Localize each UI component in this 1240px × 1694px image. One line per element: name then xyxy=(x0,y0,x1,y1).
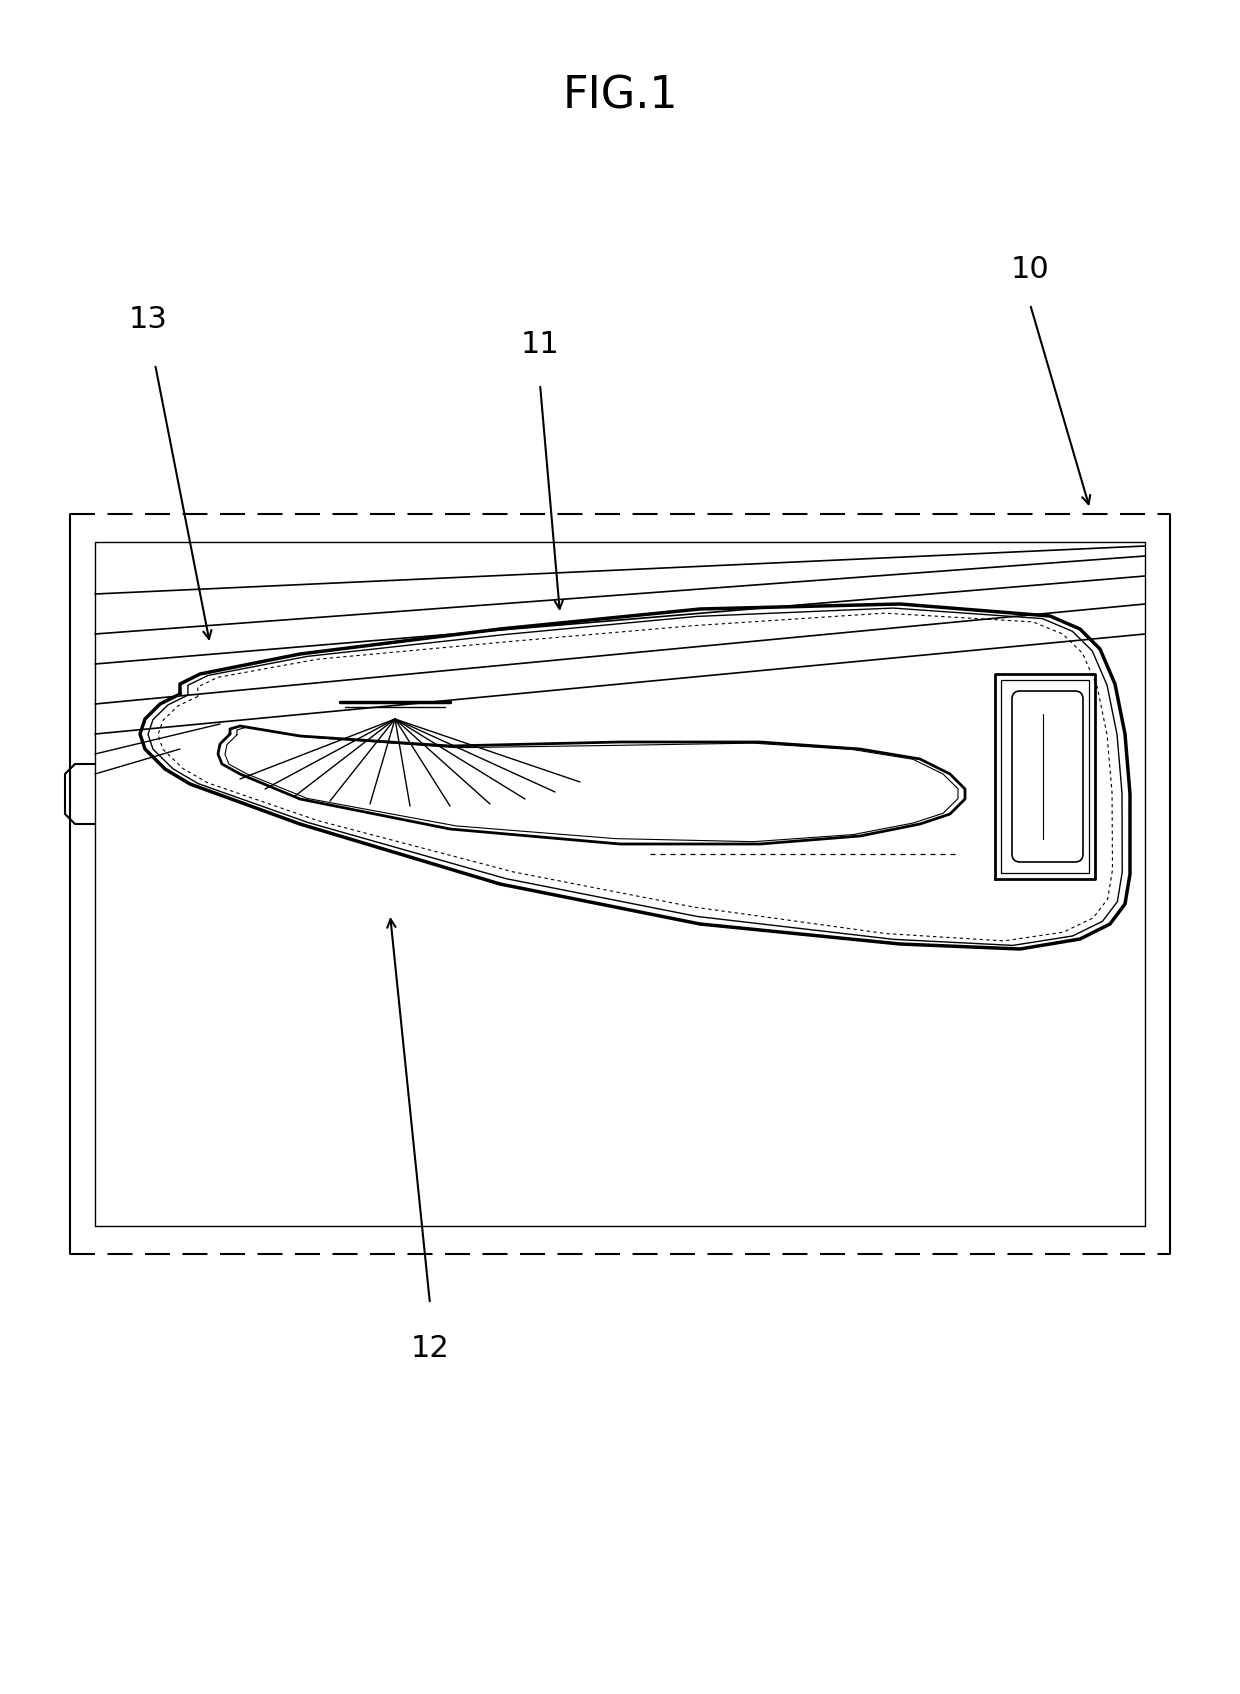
Text: FIG.1: FIG.1 xyxy=(562,75,678,117)
Text: 12: 12 xyxy=(410,1333,449,1364)
Text: 10: 10 xyxy=(1011,256,1049,285)
Text: 11: 11 xyxy=(521,330,559,359)
Text: 13: 13 xyxy=(129,305,167,334)
